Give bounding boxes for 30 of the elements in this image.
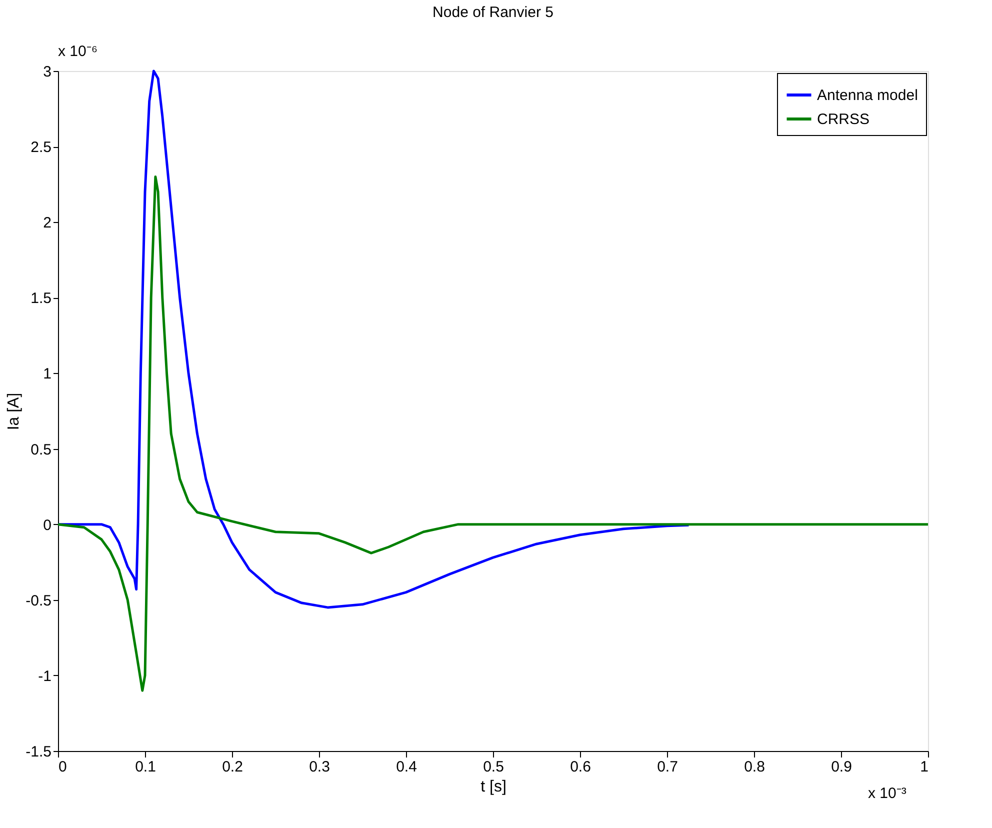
x-tick-label: 0.6	[570, 758, 591, 776]
x-axis-title: t [s]	[480, 778, 506, 796]
y-tick-label: 1.5	[30, 290, 52, 308]
x-tick-label: 0	[58, 758, 67, 776]
y-axis-title: Ia [A]	[6, 392, 23, 430]
text: x 10⁻³	[868, 785, 906, 802]
x-tick-label: 0.5	[483, 758, 504, 776]
y-tick-label: -1	[38, 668, 52, 685]
y-tick-label: 3	[43, 64, 52, 80]
text: x 10⁻⁶	[58, 43, 98, 60]
x-tick-label: 0.8	[744, 758, 765, 776]
x-tick-label: 0.3	[309, 758, 330, 776]
x-tick-label: 0.2	[222, 758, 243, 776]
x-tick-label: 0.4	[396, 758, 417, 776]
line-series	[56, 176, 930, 692]
y-tick-label: -1.5	[26, 744, 52, 760]
y-tick-label: -0.5	[26, 592, 52, 610]
y-tick-label: 1	[43, 366, 52, 383]
y-tick-label: 2.5	[30, 139, 52, 156]
x-tick-label: 0.1	[135, 758, 156, 776]
y-tick-label: 2	[43, 214, 52, 232]
x-tick-label: 0.9	[831, 758, 852, 776]
line-series	[56, 70, 690, 609]
y-tick-label: 0	[43, 516, 52, 534]
x-tick-label: 1	[920, 758, 928, 776]
legend-label: Antenna model	[817, 87, 918, 104]
y-tick-label: 0.5	[30, 441, 52, 458]
chart-title: Node of Ranvier 5	[432, 4, 554, 21]
legend-label: CRRSS	[817, 111, 870, 128]
x-tick-label: 0.7	[657, 758, 678, 776]
